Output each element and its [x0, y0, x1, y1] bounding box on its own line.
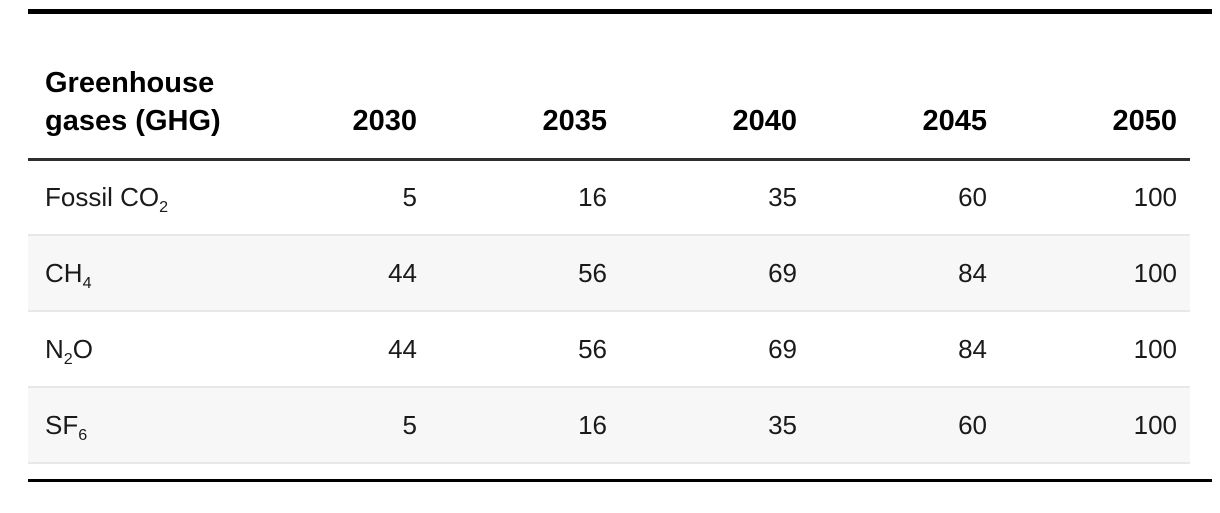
value-cell: 84 [958, 333, 987, 364]
table-row-ch4: CH4 44 56 69 84 100 [28, 235, 1190, 312]
value-cell: 56 [578, 257, 607, 288]
value-cell: 60 [958, 181, 987, 212]
table-row-n2o: N2O 44 56 69 84 100 [28, 311, 1190, 388]
gas-header-line2: gases (GHG) [45, 105, 221, 138]
table-row-sf6: SF6 5 16 35 60 100 [28, 387, 1190, 464]
value-cell: 69 [768, 333, 797, 364]
value-cell: 100 [1133, 409, 1177, 440]
value-cell: 5 [402, 181, 417, 212]
value-cell: 16 [578, 409, 607, 440]
table-row-fossil-co2: Fossil CO2 5 16 35 60 100 [28, 159, 1190, 236]
value-cell: 84 [958, 257, 987, 288]
column-header-2045: 2045 [810, 14, 1000, 161]
value-cell: 35 [768, 181, 797, 212]
gas-formula-subscript: 6 [78, 425, 88, 444]
value-cell: 44 [388, 257, 417, 288]
gas-formula-subscript: 2 [63, 349, 73, 368]
value-cell: 100 [1133, 181, 1177, 212]
value-cell: 60 [958, 409, 987, 440]
column-header-2050: 2050 [1000, 14, 1190, 161]
value-cell: 100 [1133, 257, 1177, 288]
gas-name-cell: Fossil CO2 [28, 159, 240, 235]
gas-name-cell: N2O [28, 311, 240, 387]
value-cell: 100 [1133, 333, 1177, 364]
gas-formula-base: N [45, 333, 64, 364]
value-cell: 5 [402, 409, 417, 440]
gas-name-cell: SF6 [28, 387, 240, 463]
value-cell: 69 [768, 257, 797, 288]
value-cell: 56 [578, 333, 607, 364]
gas-header-line1: Greenhouse [45, 67, 215, 99]
gas-formula-subscript: 4 [82, 273, 92, 292]
gas-formula-base: CH [45, 257, 83, 288]
top-rule [28, 9, 1212, 14]
gas-formula-subscript: 2 [159, 197, 169, 216]
column-header-2040: 2040 [620, 14, 810, 161]
header-row: Greenhouse gases (GHG) 2030 2035 2040 20… [28, 14, 1190, 161]
column-header-2035: 2035 [430, 14, 620, 161]
ghg-table: Greenhouse gases (GHG) 2030 2035 2040 20… [28, 14, 1190, 464]
column-header-2030: 2030 [240, 14, 430, 161]
value-cell: 16 [578, 181, 607, 212]
value-cell: 44 [388, 333, 417, 364]
table-container: Greenhouse gases (GHG) 2030 2035 2040 20… [28, 9, 1212, 483]
gas-name-cell: CH4 [28, 235, 240, 311]
bottom-rule [28, 479, 1212, 483]
gas-formula-base: SF [45, 409, 79, 440]
gas-formula-base: Fossil CO [45, 181, 160, 212]
gas-formula-after: O [72, 333, 93, 364]
value-cell: 35 [768, 409, 797, 440]
column-header-gas: Greenhouse gases (GHG) [28, 14, 240, 161]
